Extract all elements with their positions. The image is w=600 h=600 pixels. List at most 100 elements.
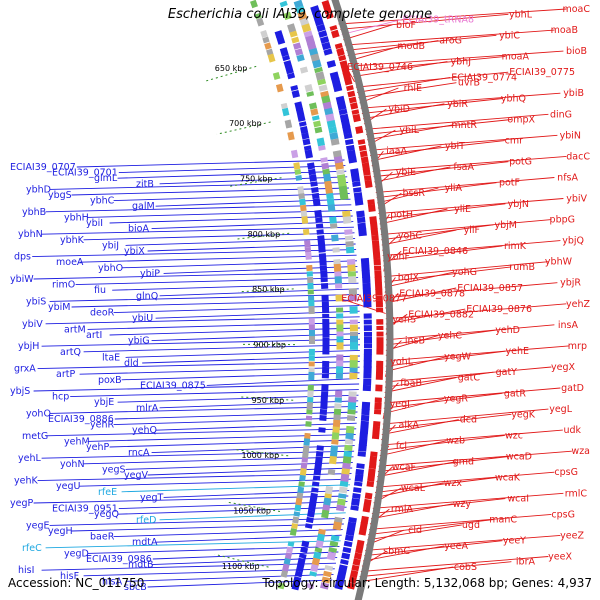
gene-label[interactable]: cmr (505, 136, 523, 147)
gene-label[interactable]: ybhK (60, 235, 85, 246)
gene-label[interactable]: potF (499, 178, 520, 189)
gene-label[interactable]: dacC (566, 151, 590, 162)
gene-label[interactable]: gmd (453, 457, 474, 468)
gene-label[interactable]: yegQ (94, 509, 119, 520)
gene-label[interactable]: ybhN (18, 229, 43, 240)
gene-label[interactable]: glnQ (136, 291, 158, 302)
gene-label[interactable]: potG (509, 157, 532, 168)
gene-label[interactable]: ybjQ (562, 236, 584, 247)
gene-label[interactable]: wcaF (392, 462, 416, 473)
gene-label[interactable]: ybiC (499, 30, 520, 41)
gene-label[interactable]: ECIAI39_0877 (341, 294, 407, 305)
gene-label[interactable]: wcaI (507, 494, 529, 505)
gene-label[interactable]: ECIAI39_0951 (52, 504, 118, 515)
gene-label[interactable]: rimK (504, 241, 527, 252)
gene-label[interactable]: yehS (392, 315, 416, 326)
gene-label[interactable]: potH (390, 209, 413, 220)
gene-label[interactable]: rfeD (136, 515, 156, 526)
gene-label[interactable]: yliA (445, 183, 463, 194)
gene-label[interactable]: yehM (64, 436, 90, 447)
gene-label[interactable]: yegD (64, 548, 89, 559)
gene-label[interactable]: moaC (562, 4, 590, 15)
gene-label[interactable]: poxB (98, 375, 122, 386)
gene-label[interactable]: yegI (390, 399, 410, 410)
gene-label[interactable]: ybiP (140, 268, 160, 279)
gene-label[interactable]: yegK (511, 409, 535, 420)
gene-label[interactable]: gatC (458, 373, 481, 384)
gene-label[interactable]: moaB (551, 25, 578, 36)
gene-label[interactable]: ybiV (22, 319, 43, 330)
gene-label[interactable]: ECIAI39_0876 (466, 304, 532, 315)
gene-label[interactable]: ECIAI39_0882 (408, 309, 474, 320)
gene-label[interactable]: ECIAI39_0857 (457, 283, 523, 294)
gene-label[interactable]: hcp (52, 392, 69, 403)
gene-label[interactable]: yeeZ (560, 530, 584, 541)
gene-label[interactable]: insA (558, 320, 579, 331)
gene-label[interactable]: yohL (390, 357, 413, 368)
gene-label[interactable]: manC (489, 515, 517, 526)
gene-label[interactable]: mdtB (128, 560, 154, 571)
gene-label[interactable]: fbaB (400, 378, 422, 389)
gene-label[interactable]: ybhC (90, 196, 115, 207)
gene-label[interactable]: ybhD (26, 184, 51, 195)
gene-label[interactable]: ybiV (566, 194, 587, 205)
gene-label[interactable]: wzx (444, 478, 463, 489)
gene-label[interactable]: ybiM (48, 302, 71, 313)
gene-label[interactable]: ybhO (98, 263, 123, 274)
gene-label[interactable]: insB (405, 336, 425, 347)
gene-label[interactable]: ybhW (545, 257, 573, 268)
gene-label[interactable]: wza (571, 446, 590, 457)
gene-label[interactable]: fiu (94, 285, 106, 296)
gene-label[interactable]: ugd (462, 520, 480, 531)
gene-label[interactable]: ECIAI39_0707 (10, 162, 76, 173)
gene-label[interactable]: ybiS (26, 296, 46, 307)
gene-label[interactable]: yehL (18, 453, 41, 464)
gene-label[interactable]: ybiW (10, 274, 34, 285)
gene-label[interactable]: yegX (551, 362, 575, 373)
gene-label[interactable]: wcaD (506, 452, 532, 463)
gene-label[interactable]: pbpG (550, 215, 575, 226)
gene-label[interactable]: artI (86, 330, 102, 341)
gene-label[interactable]: yehR (90, 420, 114, 431)
gene-label[interactable]: yohC (398, 230, 422, 241)
gene-label[interactable]: ybjH (18, 341, 39, 352)
gene-label[interactable]: rumB (509, 262, 535, 273)
gene-label[interactable]: ECIAI39_0846 (402, 246, 468, 257)
gene-label[interactable]: dcd (460, 415, 477, 426)
gene-label[interactable]: artP (56, 369, 75, 380)
gene-label[interactable]: ECIAI39_0775 (509, 67, 575, 78)
gene-label[interactable]: modB (397, 41, 425, 52)
gene-label[interactable]: yegH (48, 526, 73, 537)
gene-label[interactable]: alkA (399, 420, 420, 431)
gene-label[interactable]: yehE (506, 346, 530, 357)
gene-label[interactable]: ECIAI39_0878 (399, 288, 465, 299)
gene-label[interactable]: dps (14, 252, 31, 263)
gene-label[interactable]: yliE (454, 204, 471, 215)
gene-label[interactable]: ECIAI39_0746 (347, 62, 413, 73)
gene-label[interactable]: yliF (464, 225, 480, 236)
gene-label[interactable]: aroG (439, 36, 462, 47)
gene-label[interactable]: yehQ (132, 425, 157, 436)
gene-label[interactable]: yeeA (444, 541, 468, 552)
gene-label[interactable]: dinG (550, 109, 572, 120)
gene-label[interactable]: rimO (52, 280, 75, 291)
gene-label[interactable]: ECIAI39_tRNA8 (402, 15, 474, 26)
gene-label[interactable]: mrp (568, 341, 587, 352)
gene-label[interactable]: ybhH (64, 212, 89, 223)
gene-label[interactable]: udk (563, 425, 581, 436)
gene-label[interactable]: ybiU (132, 313, 153, 324)
gene-label[interactable]: ybjE (94, 397, 114, 408)
gene-label[interactable]: deoR (90, 308, 115, 319)
gene-label[interactable]: dld (124, 358, 139, 369)
gene-label[interactable]: yegL (549, 404, 572, 415)
gene-label[interactable]: artM (64, 324, 86, 335)
gene-label[interactable]: hisI (18, 565, 34, 576)
gene-label[interactable]: rmlA (391, 504, 414, 515)
gene-label[interactable]: yohN (60, 459, 85, 470)
gene-label[interactable]: wzc (505, 430, 523, 441)
gene-label[interactable]: ompX (507, 115, 535, 126)
gene-label[interactable]: fsaA (453, 162, 474, 173)
gene-label[interactable]: ECIAI39_0986 (86, 554, 152, 565)
gene-label[interactable]: galM (132, 201, 155, 212)
gene-label[interactable]: ybiL (399, 125, 419, 136)
